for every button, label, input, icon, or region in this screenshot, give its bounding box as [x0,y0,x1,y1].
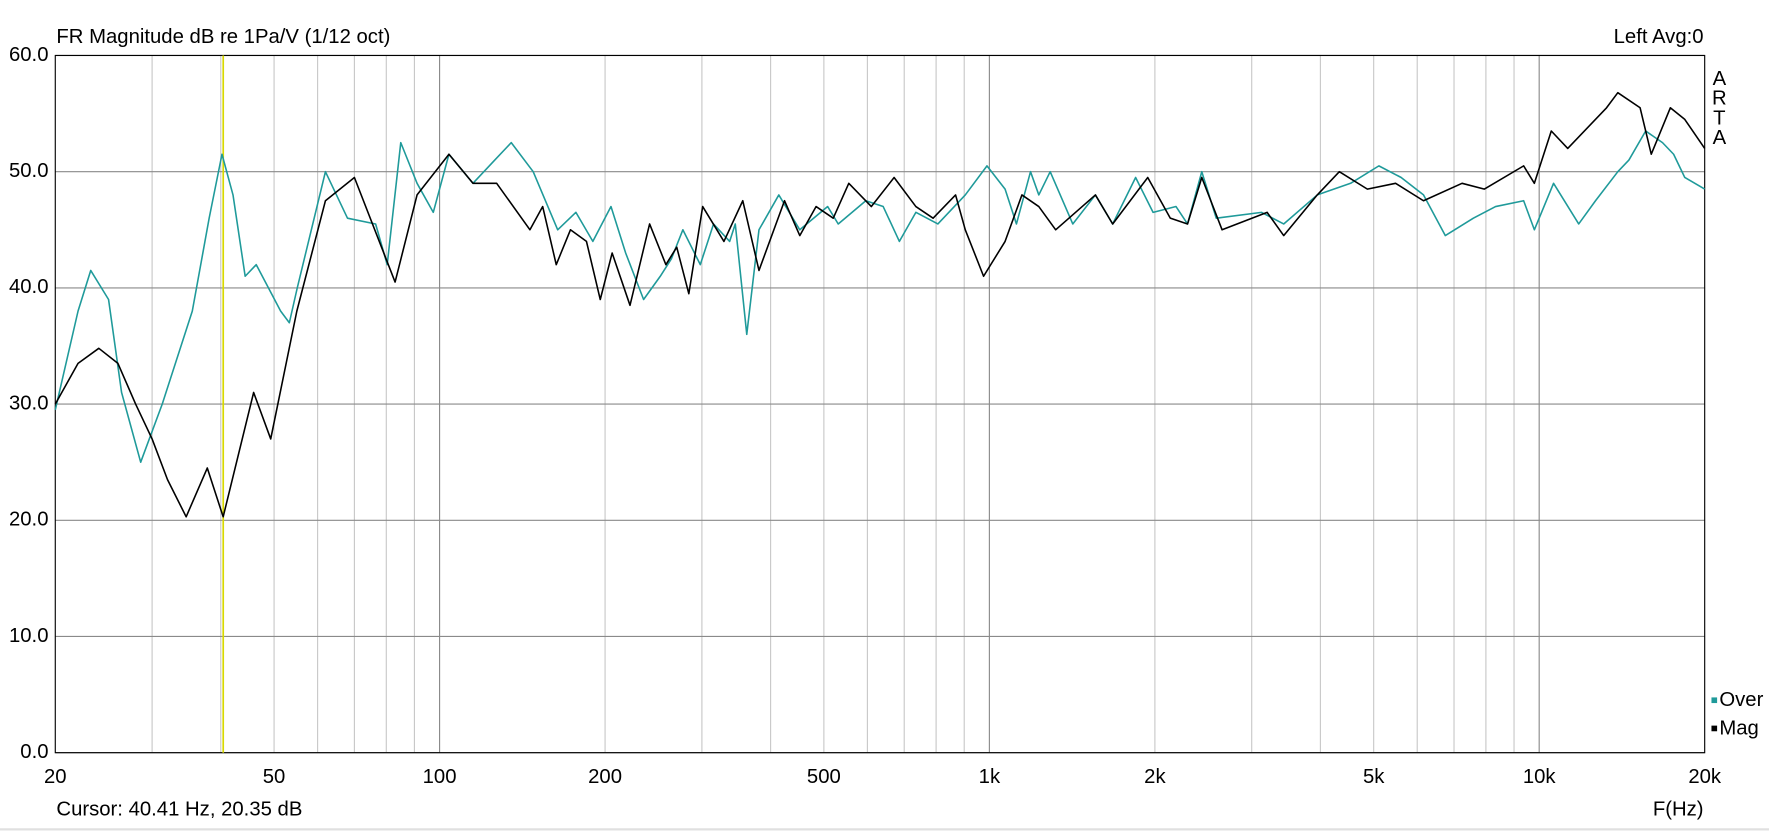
y-tick-label: 0.0 [20,741,48,763]
y-tick-label: 30.0 [9,392,49,414]
legend-label: Mag [1719,717,1758,739]
y-tick-label: 50.0 [9,160,49,182]
x-axis-label: F(Hz) [1653,799,1704,821]
x-tick-label: 2k [1144,766,1166,788]
x-tick-label: 500 [807,766,841,788]
series-line [54,91,1706,518]
chart-title: FR Magnitude dB re 1Pa/V (1/12 oct) [56,26,390,48]
channel-label: Left Avg:0 [1614,26,1704,48]
legend-swatch [1711,697,1718,704]
x-tick-label: 100 [423,766,457,788]
watermark: ARTA [1708,68,1730,147]
x-tick-label: 1k [979,766,1001,788]
cursor-readout: Cursor: 40.41 Hz, 20.35 dB [56,799,302,821]
x-tick-label: 20 [44,766,67,788]
x-tick-label: 50 [263,766,286,788]
y-tick-label: 10.0 [9,625,49,647]
legend-label: Over [1719,689,1763,711]
y-tick-label: 20.0 [9,509,49,531]
x-tick-label: 5k [1363,766,1385,788]
x-tick-label: 200 [588,766,622,788]
x-tick-label: 10k [1523,766,1557,788]
x-tick-label: 20k [1688,766,1722,788]
y-tick-label: 40.0 [9,276,49,298]
y-tick-label: 60.0 [9,44,49,66]
series-line [54,130,1706,463]
legend-swatch [1711,725,1718,732]
